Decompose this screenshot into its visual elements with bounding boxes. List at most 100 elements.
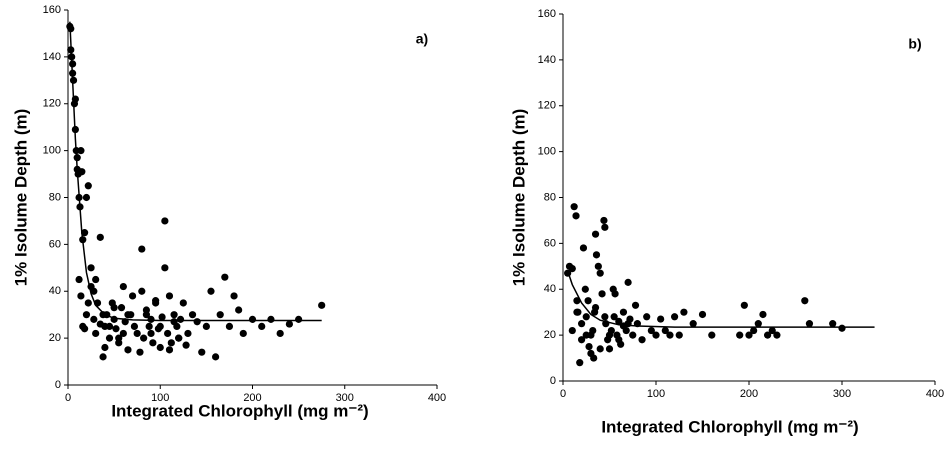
data-point bbox=[99, 353, 107, 361]
data-point bbox=[740, 301, 748, 309]
y-tick-label: 160 bbox=[538, 8, 556, 20]
y-tick-label: 160 bbox=[43, 4, 61, 16]
data-point bbox=[568, 265, 576, 273]
data-point bbox=[647, 326, 655, 335]
data-point bbox=[145, 322, 153, 331]
data-point bbox=[581, 285, 589, 293]
data-point bbox=[142, 311, 151, 319]
data-point bbox=[629, 331, 637, 339]
data-point bbox=[152, 297, 160, 305]
data-point bbox=[138, 245, 146, 253]
data-point bbox=[601, 223, 609, 231]
data-point bbox=[101, 343, 109, 352]
data-point bbox=[295, 315, 303, 323]
data-point bbox=[610, 313, 618, 321]
data-point bbox=[96, 233, 104, 241]
data-point bbox=[78, 168, 86, 176]
y-tick-label: 100 bbox=[538, 146, 556, 158]
data-point bbox=[652, 331, 660, 339]
data-point bbox=[207, 287, 215, 295]
y-tick-label: 0 bbox=[55, 379, 61, 391]
fit-curve bbox=[69, 21, 322, 322]
data-point bbox=[267, 315, 275, 323]
data-point bbox=[188, 311, 197, 319]
data-point bbox=[158, 313, 166, 321]
data-point bbox=[661, 326, 669, 335]
x-tick-label: 100 bbox=[151, 392, 169, 404]
data-point bbox=[170, 318, 178, 326]
data-point bbox=[84, 182, 92, 190]
data-point bbox=[615, 317, 623, 325]
data-point bbox=[598, 290, 606, 298]
data-point bbox=[149, 339, 157, 347]
data-point bbox=[81, 229, 89, 237]
x-tick-label: 200 bbox=[740, 388, 758, 400]
data-point bbox=[115, 334, 123, 342]
y-tick-label: 20 bbox=[49, 332, 61, 344]
data-point bbox=[92, 329, 100, 338]
data-point bbox=[318, 301, 326, 309]
data-point bbox=[176, 315, 185, 323]
data-point bbox=[666, 331, 674, 339]
data-point bbox=[680, 308, 688, 316]
data-point bbox=[698, 310, 707, 319]
data-point bbox=[631, 301, 640, 309]
data-point bbox=[594, 262, 602, 270]
y-tick-label: 60 bbox=[49, 238, 61, 250]
data-point bbox=[764, 331, 772, 339]
data-point bbox=[258, 322, 266, 331]
data-point bbox=[138, 287, 146, 295]
data-point bbox=[156, 343, 164, 352]
panel-label: b) bbox=[908, 36, 921, 52]
data-point bbox=[568, 326, 576, 335]
data-point bbox=[105, 322, 114, 331]
data-point bbox=[773, 331, 781, 339]
data-point bbox=[750, 326, 758, 335]
data-point bbox=[745, 331, 753, 339]
data-point bbox=[82, 193, 91, 202]
data-point bbox=[754, 320, 762, 328]
data-point bbox=[128, 292, 137, 300]
x-tick-label: 0 bbox=[560, 388, 566, 400]
y-tick-label: 120 bbox=[538, 100, 556, 112]
data-point bbox=[596, 269, 604, 277]
data-point bbox=[202, 322, 210, 331]
data-point bbox=[216, 311, 224, 319]
y-tick-label: 140 bbox=[538, 54, 556, 66]
data-point bbox=[147, 329, 155, 338]
data-point bbox=[578, 336, 586, 344]
data-point bbox=[119, 329, 127, 338]
data-point bbox=[801, 297, 809, 305]
data-point bbox=[605, 331, 614, 339]
data-point bbox=[165, 292, 174, 300]
data-point bbox=[175, 334, 183, 342]
data-point bbox=[136, 348, 144, 356]
data-point bbox=[239, 329, 247, 338]
data-point bbox=[638, 336, 646, 344]
data-point bbox=[161, 264, 169, 272]
data-point bbox=[596, 345, 604, 353]
y-tick-label: 80 bbox=[49, 191, 61, 203]
data-point bbox=[689, 320, 697, 328]
data-point bbox=[230, 292, 238, 300]
data-point bbox=[657, 315, 665, 323]
data-point bbox=[133, 329, 141, 338]
data-point bbox=[276, 329, 284, 338]
data-point bbox=[161, 217, 169, 225]
data-point bbox=[164, 329, 172, 338]
data-point bbox=[592, 251, 601, 259]
data-point bbox=[92, 275, 100, 284]
data-point bbox=[671, 313, 679, 321]
data-point bbox=[736, 331, 744, 339]
x-tick-label: 100 bbox=[647, 388, 665, 400]
data-point bbox=[119, 282, 127, 291]
data-point bbox=[235, 306, 243, 314]
data-point bbox=[576, 359, 584, 367]
data-point bbox=[572, 212, 580, 220]
y-tick-label: 120 bbox=[43, 98, 61, 110]
data-point bbox=[805, 320, 814, 328]
data-point bbox=[221, 273, 229, 281]
data-point bbox=[69, 60, 77, 68]
x-tick-label: 0 bbox=[65, 392, 71, 404]
data-point bbox=[165, 346, 174, 354]
